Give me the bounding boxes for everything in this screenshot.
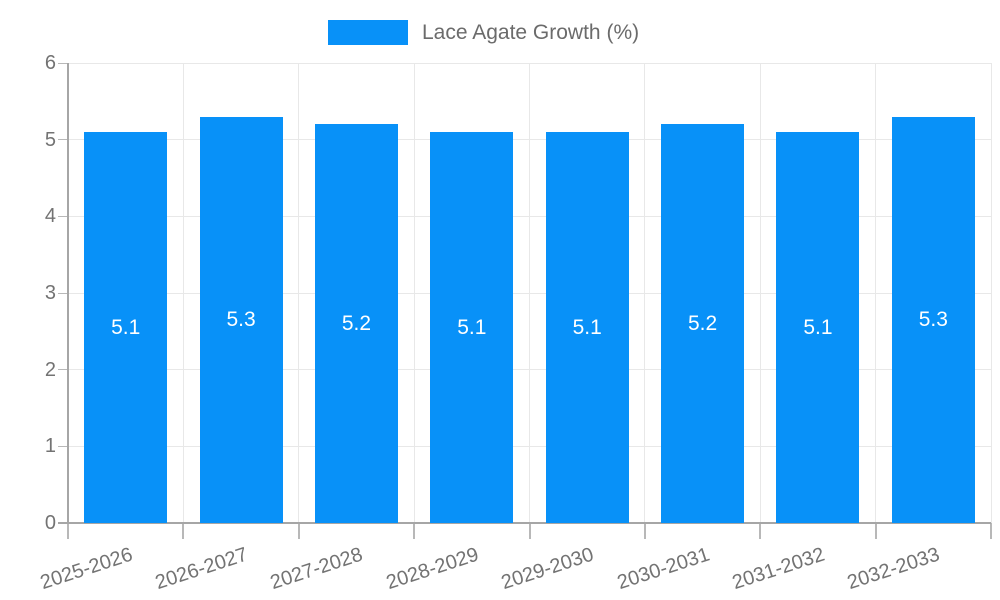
x-tick-mark — [67, 523, 69, 539]
bar[interactable] — [776, 132, 860, 523]
x-tick-mark — [297, 523, 300, 539]
y-axis-line — [67, 63, 69, 523]
bar[interactable] — [84, 132, 168, 523]
y-tick-mark — [58, 445, 68, 447]
x-gridline — [644, 63, 646, 523]
bar[interactable] — [199, 116, 283, 523]
x-tick-mark — [990, 523, 992, 539]
y-axis-tick-label: 4 — [44, 205, 56, 228]
bar[interactable] — [545, 132, 629, 523]
y-axis-tick-label: 2 — [44, 358, 56, 381]
x-gridline — [182, 63, 184, 523]
x-gridline — [298, 63, 300, 523]
x-tick-mark — [528, 523, 531, 539]
bar[interactable] — [314, 124, 398, 523]
x-gridline — [990, 63, 992, 523]
x-tick-mark — [643, 523, 646, 539]
y-axis-tick-label: 3 — [44, 282, 56, 304]
legend-swatch — [328, 20, 408, 45]
y-tick-mark — [58, 139, 68, 141]
legend-label: Lace Agate Growth (%) — [422, 21, 640, 44]
x-gridline — [529, 63, 530, 523]
x-axis-line — [58, 522, 991, 524]
x-tick-mark — [413, 523, 416, 539]
x-tick-mark — [874, 523, 877, 539]
x-gridline — [759, 63, 761, 523]
x-gridline — [875, 63, 877, 523]
y-axis-tick-label: 1 — [44, 435, 56, 458]
chart-legend[interactable]: Lace Agate Growth (%) — [328, 20, 639, 45]
bar[interactable] — [891, 116, 975, 523]
y-axis-tick-label: 0 — [44, 512, 56, 534]
x-tick-mark — [759, 523, 762, 539]
y-axis-tick-label: 5 — [44, 128, 56, 151]
x-gridline — [413, 63, 415, 523]
y-tick-mark — [58, 215, 68, 217]
bar[interactable] — [661, 124, 745, 523]
y-tick-mark — [58, 62, 68, 64]
x-tick-mark — [182, 523, 185, 539]
y-tick-mark — [58, 369, 68, 371]
y-tick-mark — [58, 292, 68, 294]
bar[interactable] — [430, 132, 514, 523]
y-axis-tick-label: 6 — [44, 52, 56, 74]
